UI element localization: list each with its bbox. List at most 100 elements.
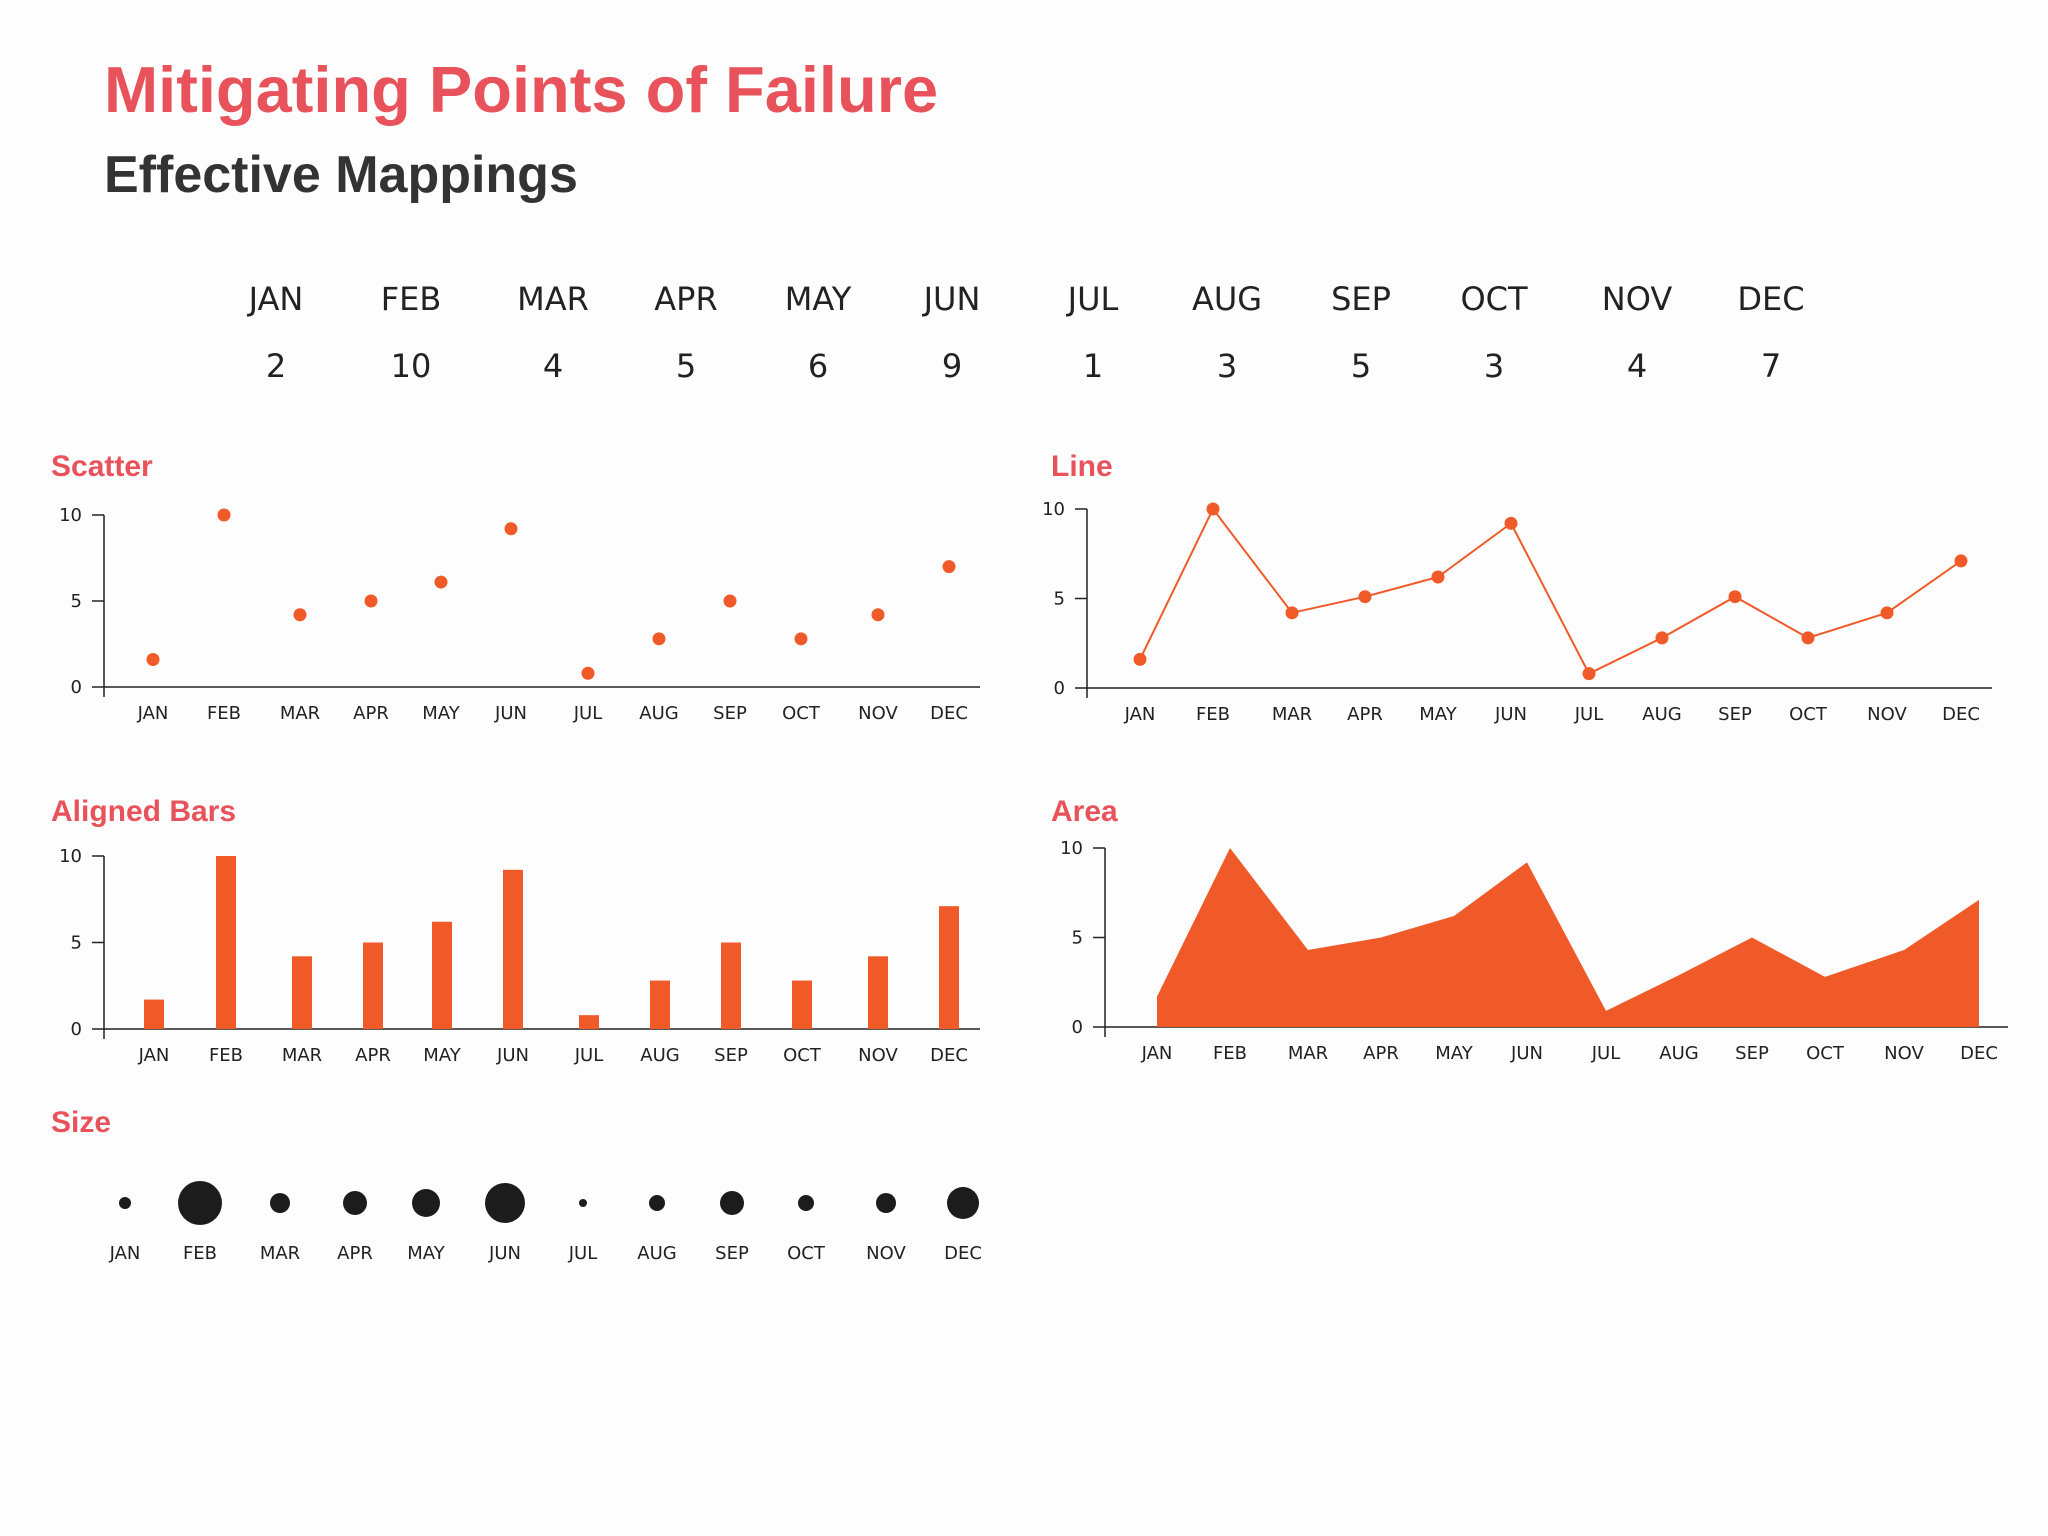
table-month-apr: APR (654, 280, 718, 318)
area-ytick-label: 10 (1060, 838, 1083, 859)
line-point (1728, 590, 1742, 604)
size-label: FEB (183, 1243, 217, 1264)
line-point (1431, 570, 1445, 584)
line-xtick-label: JAN (1124, 704, 1156, 725)
area-xtick-label: NOV (1884, 1043, 1924, 1064)
table-month-jul: JUL (1067, 280, 1119, 318)
scatter-ytick-label: 10 (59, 505, 82, 526)
line-xtick-label: APR (1347, 704, 1383, 725)
line-ytick-label: 0 (1054, 678, 1065, 699)
line-point (1880, 606, 1894, 620)
bar (216, 856, 236, 1029)
scatter-point (794, 632, 808, 646)
table-month-nov: NOV (1601, 280, 1673, 318)
scatter-xtick-label: FEB (207, 703, 241, 724)
size-label: JUL (568, 1243, 598, 1264)
bars-xtick-label: SEP (714, 1045, 748, 1066)
table-month-jun: JUN (923, 280, 981, 318)
scatter-xtick-label: JAN (137, 703, 169, 724)
bars-ytick-label: 10 (59, 846, 82, 867)
area-xtick-label: FEB (1213, 1043, 1247, 1064)
table-month-oct: OCT (1460, 280, 1528, 318)
size-dot (876, 1193, 896, 1213)
table-value-jun: 9 (941, 347, 963, 385)
area-xtick-label: DEC (1960, 1043, 1998, 1064)
scatter-xtick-label: MAR (280, 703, 320, 724)
area-xtick-label: MAR (1288, 1043, 1328, 1064)
bars-panel-title: Aligned Bars (51, 795, 237, 828)
bars-xtick-label: APR (355, 1045, 391, 1066)
line-point (1206, 502, 1220, 516)
line-ytick-label: 5 (1054, 589, 1065, 610)
bars-xtick-label: JUL (574, 1045, 604, 1066)
area-xtick-label: OCT (1806, 1043, 1845, 1064)
scatter-xtick-label: MAY (422, 703, 460, 724)
bars-xtick-label: AUG (640, 1045, 679, 1066)
line-point (1954, 554, 1968, 568)
line-panel-title: Line (1051, 450, 1113, 483)
bars-xtick-label: MAY (423, 1045, 461, 1066)
scatter-point (723, 594, 737, 608)
size-dot (947, 1187, 979, 1219)
size-label: MAY (407, 1243, 445, 1264)
table-month-dec: DEC (1737, 280, 1805, 318)
size-panel-title: Size (51, 1106, 112, 1139)
bar (792, 980, 812, 1029)
bar (292, 956, 312, 1029)
line-point (1358, 590, 1372, 604)
size-dot (798, 1195, 814, 1211)
month-value-table: JAN 2 FEB 10 MAR 4 APR 5 MAY 6 JUN 9 JUL 1 AUG 3 SEP 5 OCT… (0, 0, 2048, 420)
scatter-xtick-label: JUN (494, 703, 527, 724)
line-series (1139, 507, 1962, 676)
table-month-sep: SEP (1331, 280, 1391, 318)
bars-ytick-label: 0 (71, 1019, 82, 1040)
scatter-xtick-label: SEP (713, 703, 747, 724)
size-dot (178, 1181, 222, 1225)
scatter-xtick-label: OCT (782, 703, 821, 724)
size-label: APR (337, 1243, 373, 1264)
scatter-ytick-label: 0 (71, 677, 82, 698)
scatter-point (434, 575, 448, 589)
bars-xtick-label: JAN (138, 1045, 170, 1066)
area-xtick-label: AUG (1659, 1043, 1698, 1064)
size-dot (119, 1197, 131, 1209)
scatter-xtick-label: JUL (573, 703, 603, 724)
line-xtick-label: MAR (1272, 704, 1312, 725)
scatter-point (146, 652, 160, 666)
bar (939, 906, 959, 1029)
size-dot (270, 1193, 290, 1213)
scatter-point (871, 608, 885, 622)
area-xtick-label: JUL (1591, 1043, 1621, 1064)
table-value-jul: 1 (1082, 347, 1104, 385)
area-xtick-label: JUN (1510, 1043, 1543, 1064)
page-title: Mitigating Points of Failure (104, 53, 939, 126)
table-month-feb: FEB (380, 280, 442, 318)
scatter-point (942, 560, 956, 574)
area-xtick-label: SEP (1735, 1043, 1769, 1064)
size-label: SEP (715, 1243, 749, 1264)
table-month-aug: AUG (1191, 280, 1263, 318)
size-label: AUG (637, 1243, 676, 1264)
size-dot (649, 1195, 665, 1211)
scatter-point (293, 608, 307, 622)
line-xtick-label: JUL (1574, 704, 1604, 725)
bars-xtick-label: MAR (282, 1045, 322, 1066)
scatter-point (581, 666, 595, 680)
size-dot (579, 1199, 587, 1207)
line-point (1655, 631, 1669, 645)
scatter-point (217, 508, 231, 522)
line-xtick-label: OCT (1789, 704, 1828, 725)
area-xtick-label: JAN (1141, 1043, 1173, 1064)
bar (868, 956, 888, 1029)
scatter-xtick-label: AUG (639, 703, 678, 724)
size-label: OCT (787, 1243, 826, 1264)
bars-xtick-label: OCT (783, 1045, 822, 1066)
table-value-nov: 4 (1626, 347, 1648, 385)
bar (144, 999, 164, 1029)
table-value-jan: 2 (265, 347, 287, 385)
size-label: JUN (488, 1243, 521, 1264)
line-xtick-label: DEC (1942, 704, 1980, 725)
line-point (1285, 606, 1299, 620)
line-ytick-label: 10 (1042, 499, 1065, 520)
